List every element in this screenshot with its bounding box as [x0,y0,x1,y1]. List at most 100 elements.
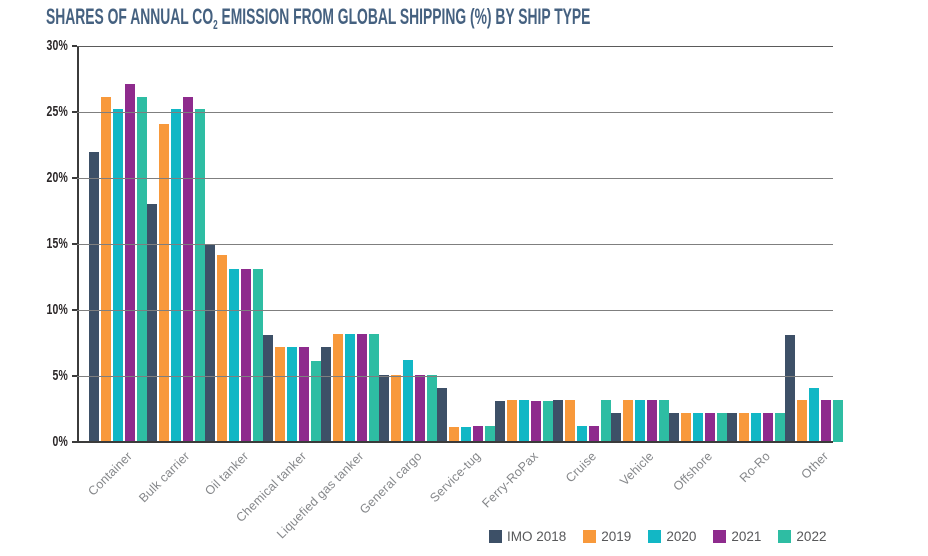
x-axis-category-label: Oil tanker [201,449,251,499]
bar [623,399,633,442]
x-axis-category-label: Cruise [562,449,599,486]
bar [647,399,657,442]
y-axis-tick-label: 5% [52,368,68,384]
chart-legend: IMO 2018 2019 2020 2021 2022 [489,529,826,544]
bar [449,427,459,442]
bar [345,333,355,442]
bar [543,401,553,442]
bar [101,97,111,442]
bar [507,399,517,442]
bar-group-3 [263,46,321,442]
bar [229,269,239,442]
y-axis-tick-mark [72,243,77,245]
bar [659,399,669,442]
bar [263,335,273,442]
bar [403,360,413,442]
legend-label: 2020 [666,529,697,544]
y-axis-tick-mark [72,45,77,47]
chart-title-subscript: 2 [213,17,218,32]
y-axis-tick-mark [72,441,77,443]
bar-group-7 [495,46,553,442]
gridline-25 [77,112,833,113]
bar [195,109,205,442]
x-axis-category-label: Service-tug [426,449,483,506]
bar [391,374,401,442]
bar [113,109,123,442]
y-axis-tick-mark [72,177,77,179]
y-axis-tick-mark [72,111,77,113]
bar [833,399,843,442]
x-axis-category-label: Ferry-RoPax [479,449,541,511]
bar [751,412,761,442]
bar [495,401,505,442]
bar [519,399,529,442]
bar-group-10 [669,46,727,442]
legend-label: IMO 2018 [507,529,567,544]
bar [299,346,309,442]
bar-group-4 [321,46,379,442]
bar [635,399,645,442]
legend-label: 2022 [796,529,827,544]
bar [369,333,379,442]
bar [183,97,193,442]
bar [379,374,389,442]
x-axis-category-label: General cargo [357,449,425,517]
bar [775,412,785,442]
y-axis-tick-mark [72,309,77,311]
bar [171,109,181,442]
bar-groups-row [89,46,843,442]
legend-item: IMO 2018 [489,529,566,544]
gridline-30 [77,46,833,47]
legend-item: 2021 [713,529,761,544]
bar [357,333,367,442]
y-axis-tick-mark [72,375,77,377]
bar [137,97,147,442]
bar [461,427,471,442]
y-axis-tick-label: 10% [46,302,68,318]
bar [809,387,819,442]
x-axis-category-label: Other [798,449,831,482]
y-axis-tick-label: 30% [46,38,68,54]
bar [287,346,297,442]
bar [275,346,285,442]
bar-group-12 [785,46,843,442]
gridline-10 [77,310,833,311]
bar [311,361,321,442]
bar [693,412,703,442]
bar [473,426,483,442]
bar [577,426,587,442]
legend-item: 2019 [583,529,631,544]
bar [253,269,263,442]
legend-item: 2020 [648,529,696,544]
bar-group-11 [727,46,785,442]
bar [415,374,425,442]
gridline-20 [77,178,833,179]
bar [241,269,251,442]
bar [739,412,749,442]
bar [437,387,447,442]
bar [763,412,773,442]
bar-group-8 [553,46,611,442]
bar [485,426,495,442]
bar [717,412,727,442]
bar [705,412,715,442]
bar-group-9 [611,46,669,442]
bar [601,399,611,442]
y-axis-tick-label: 20% [46,170,68,186]
bar-group-1 [147,46,205,442]
bar [321,346,331,442]
legend-swatch [778,530,792,543]
bar [89,151,99,442]
bar [217,254,227,442]
y-axis-tick-label: 25% [46,104,68,120]
gridline-5 [77,376,833,377]
legend-swatch [648,530,662,543]
bar [427,374,437,442]
bar [531,401,541,442]
x-axis-category-label: Bulk carrier [136,449,193,506]
bar [589,426,599,442]
bar [681,412,691,442]
legend-swatch [489,530,502,543]
legend-label: 2021 [731,529,762,544]
